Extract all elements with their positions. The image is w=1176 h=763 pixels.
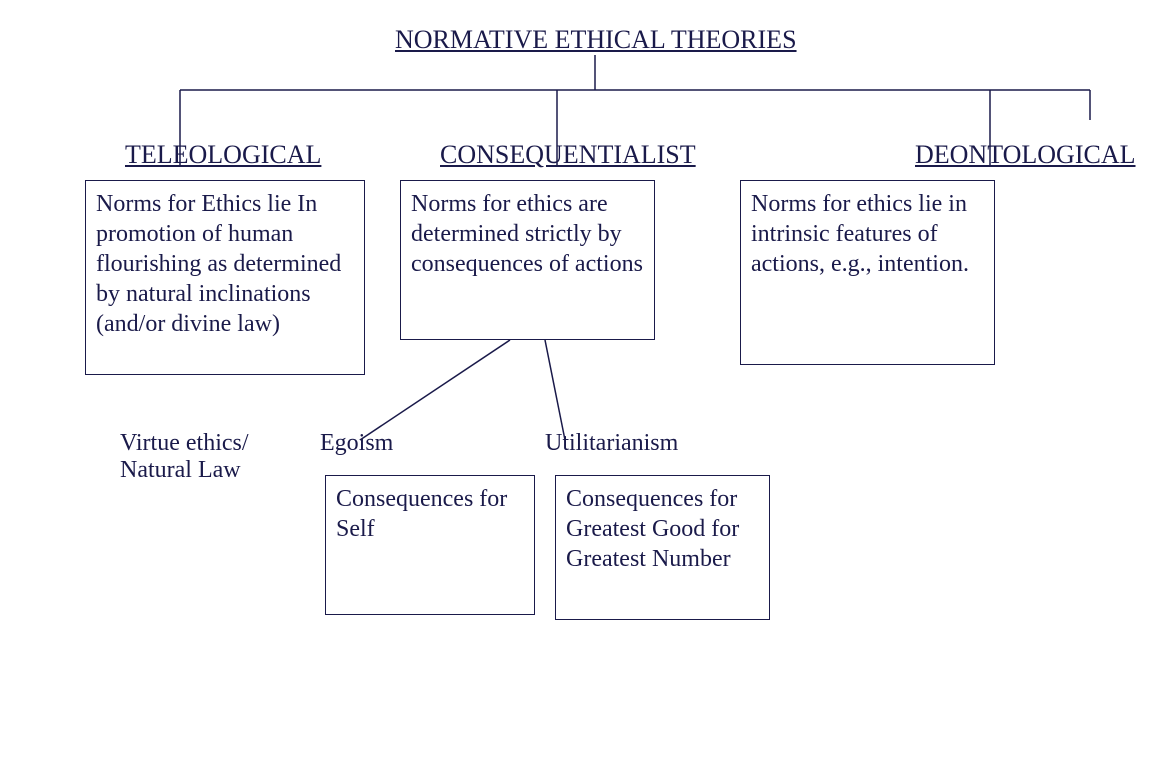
box-egoism: Consequences for Self	[325, 475, 535, 615]
label-virtue-ethics: Virtue ethics/ Natural Law	[120, 430, 249, 484]
box-teleological: Norms for Ethics lie In promotion of hum…	[85, 180, 365, 375]
diagram-canvas: NORMATIVE ETHICAL THEORIES TELEOLOGICAL …	[0, 0, 1176, 763]
label-utilitarianism: Utilitarianism	[545, 430, 678, 457]
heading-consequentialist: CONSEQUENTIALIST	[440, 140, 696, 170]
heading-teleological: TELEOLOGICAL	[125, 140, 321, 170]
box-utilitarianism: Consequences for Greatest Good for Great…	[555, 475, 770, 620]
box-deontological: Norms for ethics lie in intrinsic featur…	[740, 180, 995, 365]
connector-lines	[0, 0, 1176, 763]
label-egoism: Egoism	[320, 430, 393, 457]
heading-deontological: DEONTOLOGICAL	[915, 140, 1136, 170]
box-consequentialist: Norms for ethics are determined strictly…	[400, 180, 655, 340]
diagram-title: NORMATIVE ETHICAL THEORIES	[395, 25, 797, 55]
